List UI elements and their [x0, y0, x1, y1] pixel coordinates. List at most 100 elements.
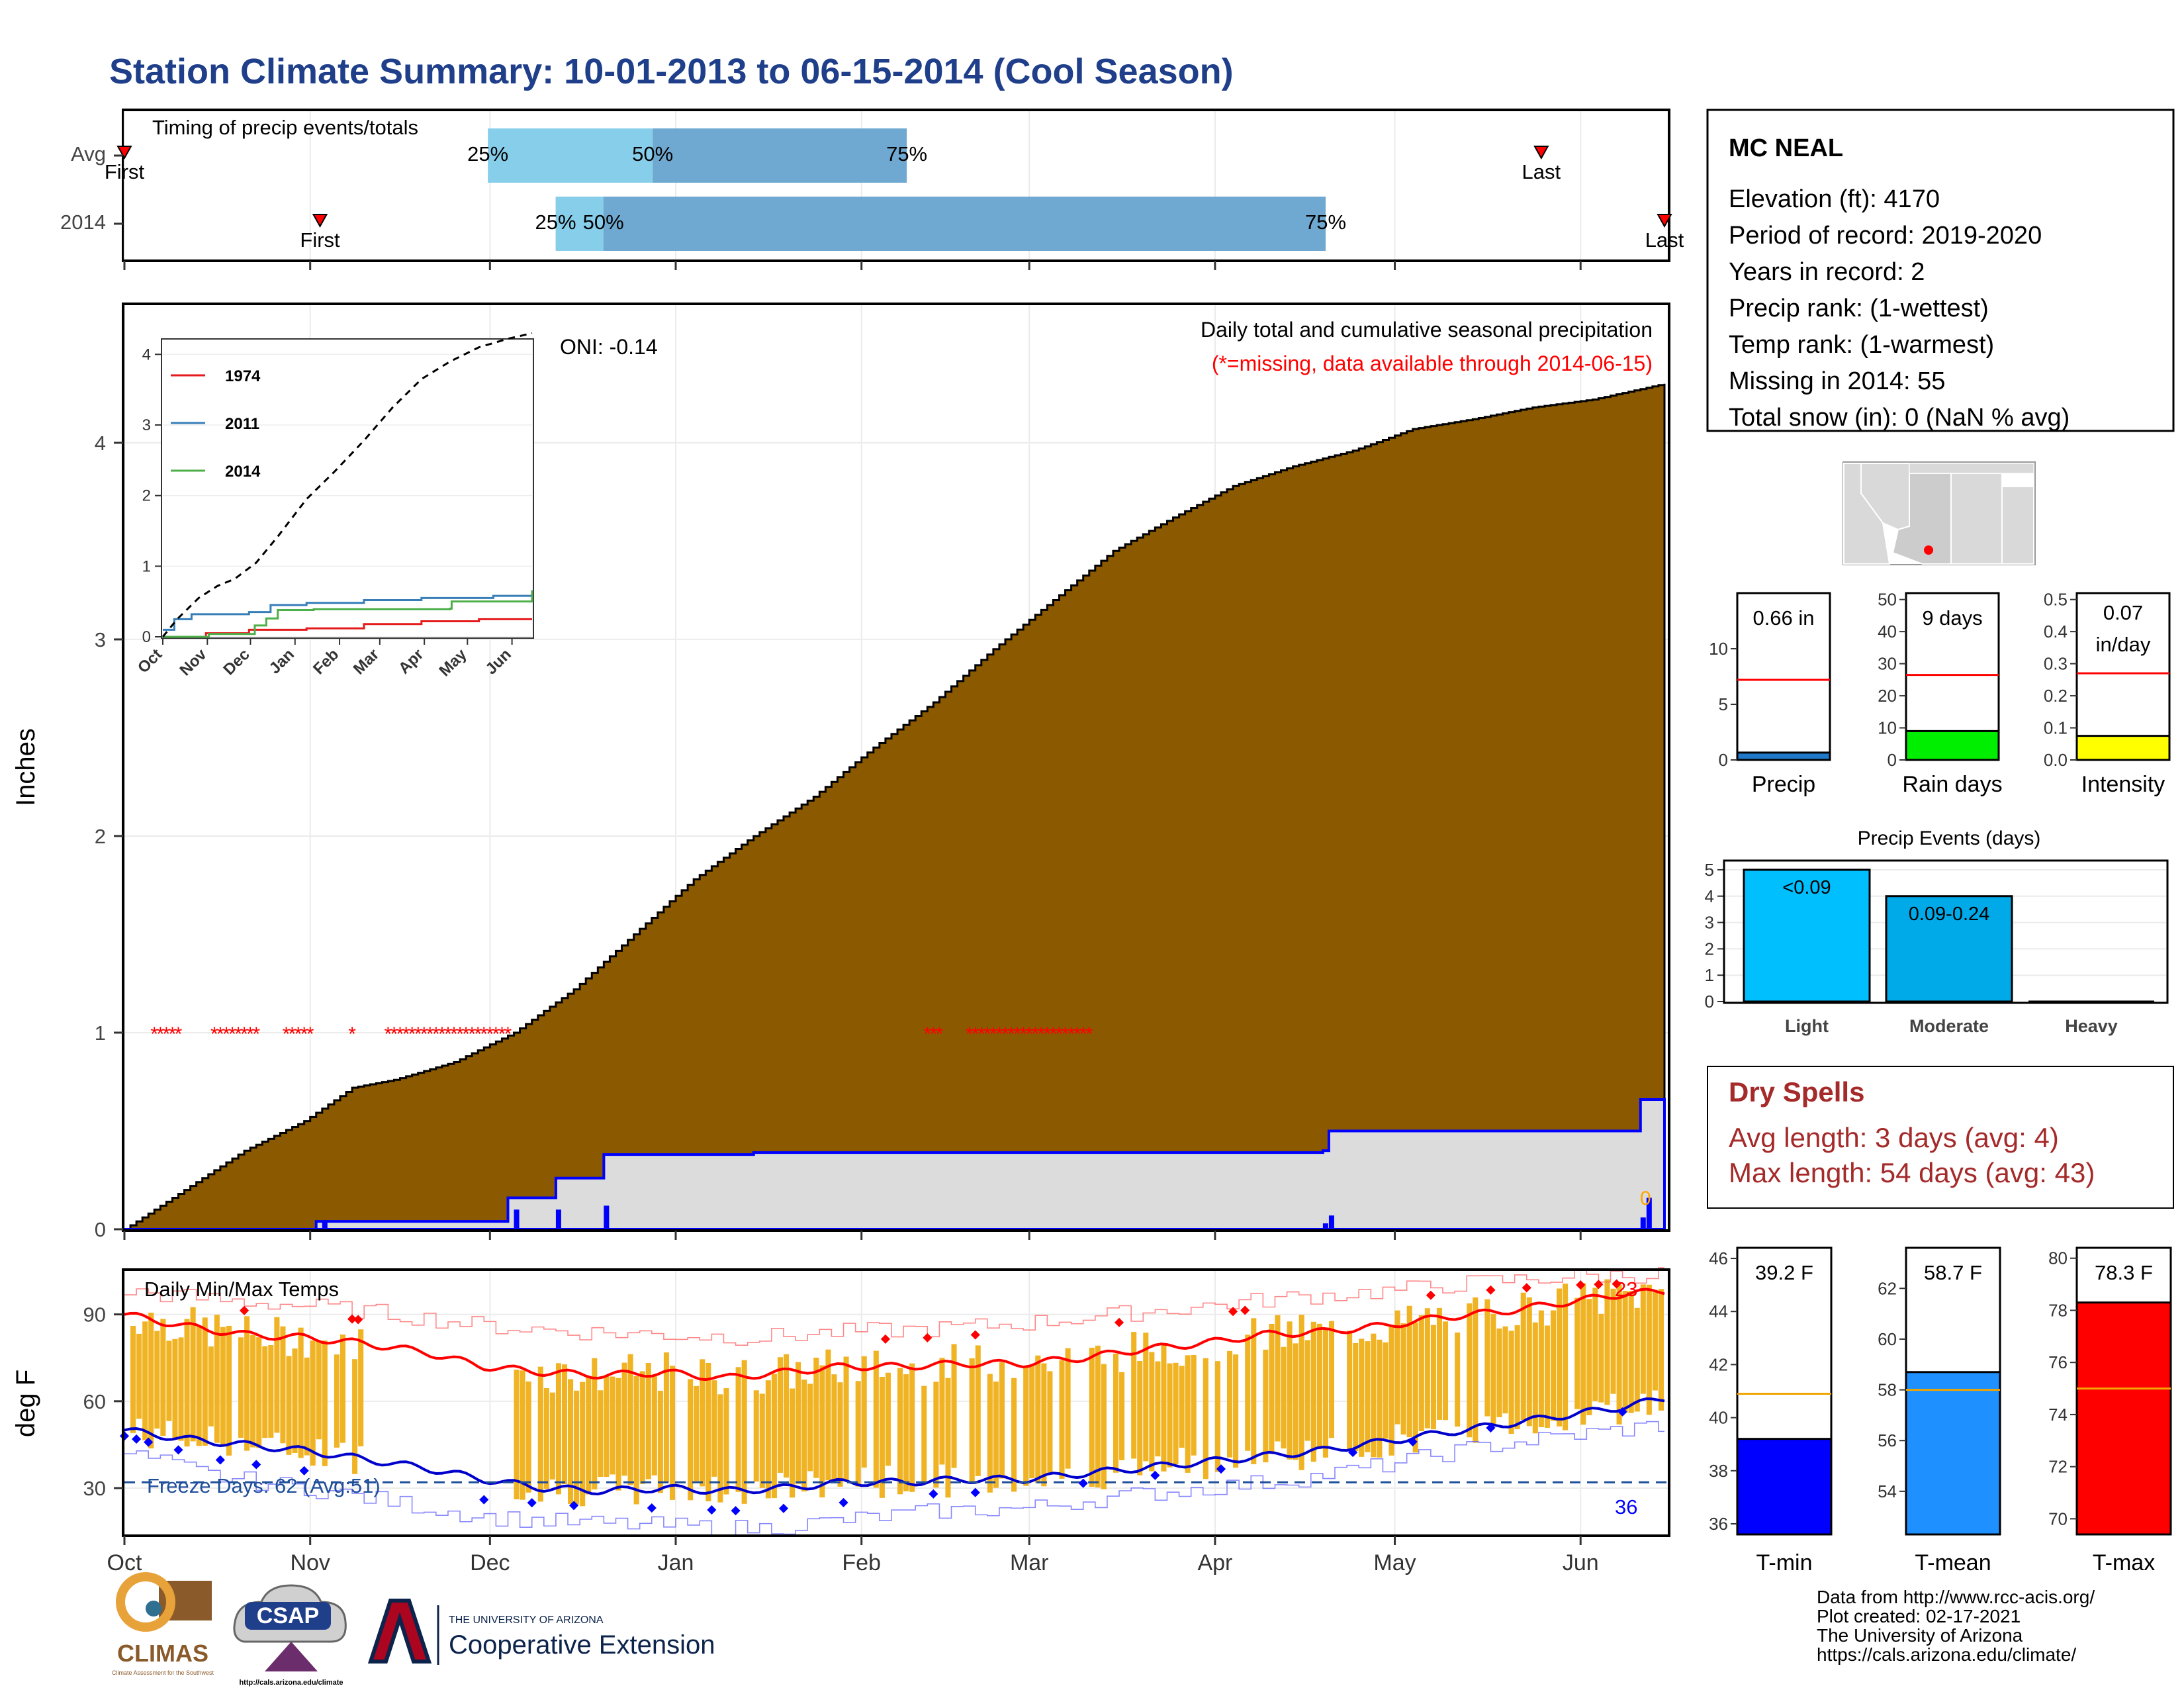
precip-missing-marker: *	[163, 1023, 171, 1045]
precip-missing-marker: *	[936, 1023, 944, 1045]
gauge-axis-label: T-max	[2093, 1550, 2155, 1575]
temps-daily-bar	[1011, 1378, 1017, 1492]
temps-daily-bar	[688, 1379, 694, 1501]
inset-series-line	[163, 618, 532, 638]
precip-missing-marker: *	[1031, 1023, 1039, 1045]
temps-daily-bar	[1430, 1325, 1436, 1430]
precip-missing-marker: *	[432, 1023, 440, 1045]
precip-daily-bar	[1328, 1215, 1334, 1229]
station-line: Temp rank: (1-warmest)	[1729, 331, 1994, 359]
events-frame	[1723, 859, 2169, 1004]
month-label: Nov	[290, 1550, 330, 1575]
month-label: Jan	[658, 1550, 694, 1575]
timing-bar-q1	[488, 128, 653, 183]
temps-daily-bar	[244, 1316, 250, 1451]
temps-daily-bar	[1101, 1364, 1107, 1489]
events-bar	[1743, 868, 1871, 1003]
gauge-ytick-label: 0.5	[2044, 590, 2068, 610]
temps-daily-bar	[1634, 1307, 1640, 1412]
temps-record-min-line	[124, 1421, 1664, 1536]
temps-daily-bar	[1089, 1347, 1095, 1487]
temps-daily-bar	[268, 1345, 274, 1438]
timing-last-label: Last	[1522, 160, 1561, 183]
temps-daily-bar	[1442, 1321, 1449, 1421]
gauge-ytick-label: 5	[1719, 694, 1728, 714]
precip-daily-bar	[555, 1209, 561, 1229]
precip-missing-marker: *	[420, 1023, 428, 1045]
gauge-axis-label: T-mean	[1915, 1550, 1991, 1575]
inset-series-line	[163, 590, 533, 638]
events-ytick-label: 2	[1705, 939, 1714, 959]
temps-daily-bar	[1131, 1332, 1137, 1459]
precip-end-label: 0	[1640, 1188, 1651, 1209]
gauge-value-label: 78.3 F	[2095, 1261, 2153, 1284]
temps-daily-bar	[208, 1346, 214, 1427]
temps-daily-bar	[1047, 1371, 1053, 1474]
gauge-ytick-label: 76	[2048, 1352, 2068, 1372]
temps-daily-bar	[1473, 1297, 1479, 1443]
temps-daily-bar	[711, 1380, 717, 1477]
temps-daily-bar	[1484, 1299, 1490, 1417]
station-name: MC NEAL	[1729, 134, 1843, 162]
gauge-axis-label: T-min	[1756, 1550, 1813, 1575]
dry-spells-box: Dry Spells Avg length: 3 days (avg: 4) M…	[1707, 1066, 2174, 1209]
gauge-ytick-label: 36	[1709, 1514, 1728, 1534]
map-region-texas	[2001, 486, 2034, 565]
inset-legend-label: 2014	[225, 463, 261, 481]
temps-daily-bar	[130, 1326, 136, 1433]
temps-daily-bar	[694, 1385, 700, 1481]
temps-daily-bar	[705, 1362, 711, 1501]
precip-missing-marker: *	[978, 1023, 985, 1045]
temps-record-high-marker	[353, 1315, 363, 1325]
gauge-value-bar	[2075, 1301, 2172, 1536]
temps-daily-bar	[1394, 1310, 1400, 1425]
timing-label-50: 50%	[632, 142, 673, 165]
timing-label-75: 75%	[886, 142, 927, 165]
precip-missing-marker: *	[402, 1023, 410, 1045]
precip-missing-marker: *	[456, 1023, 464, 1045]
footer-line: Data from http://www.rcc-acis.org/	[1817, 1587, 2095, 1607]
temps-daily-bar	[843, 1356, 849, 1481]
temps-daily-bar	[1310, 1321, 1316, 1462]
temps-daily-bar	[1328, 1321, 1335, 1438]
gauge-axis-label: Rain days	[1902, 772, 2002, 797]
precip-missing-marker: *	[1025, 1023, 1033, 1045]
temps-daily-bar	[1544, 1325, 1550, 1428]
temps-daily-bar	[633, 1376, 639, 1505]
precip-ytick-label: 0	[95, 1218, 106, 1241]
precip-missing-marker: *	[989, 1023, 997, 1045]
events-ytick-label: 3	[1705, 913, 1714, 933]
temps-daily-bar	[1598, 1313, 1604, 1403]
temps-daily-bar	[292, 1348, 298, 1454]
station-line: Total snow (in): 0 (NaN % avg)	[1729, 404, 2070, 432]
temps-daily-bar	[358, 1329, 364, 1446]
gauge-ytick-label: 40	[1709, 1408, 1728, 1428]
timing-first-label: First	[300, 228, 340, 252]
ua-logo-small: THE UNIVERSITY OF ARIZONA	[449, 1615, 604, 1626]
gauge-frame	[1736, 592, 1831, 761]
timing-last-label: Last	[1645, 228, 1684, 252]
station-location-marker	[1924, 545, 1933, 555]
temps-daily-bar	[873, 1350, 879, 1488]
temps-daily-bar	[657, 1390, 663, 1493]
dry-spells-avg: Avg length: 3 days (avg: 4)	[1729, 1122, 2059, 1153]
inset-ytick-label: 3	[142, 416, 151, 434]
temps-daily-bar	[310, 1340, 316, 1466]
precip-missing-marker: *	[150, 1023, 158, 1045]
temps-daily-bar	[1658, 1289, 1664, 1411]
precip-daily-bar	[322, 1221, 328, 1229]
events-category-label: Heavy	[2065, 1016, 2118, 1036]
temps-daily-bar	[1203, 1358, 1208, 1479]
gauge-ytick-label: 0.2	[2044, 686, 2068, 706]
page-title: Station Climate Summary: 10-01-2013 to 0…	[109, 52, 1234, 91]
events-ytick-label: 1	[1705, 965, 1714, 985]
precip-missing-marker: *	[468, 1023, 476, 1045]
location-map	[1843, 461, 2036, 565]
temps-daily-bar	[861, 1356, 867, 1468]
temps-daily-bar	[610, 1376, 615, 1475]
precip-daily-bar	[1646, 1197, 1652, 1229]
temps-daily-bar	[1490, 1313, 1496, 1425]
precip-missing-marker: *	[486, 1023, 494, 1045]
temps-avg-max-line	[124, 1288, 1665, 1382]
